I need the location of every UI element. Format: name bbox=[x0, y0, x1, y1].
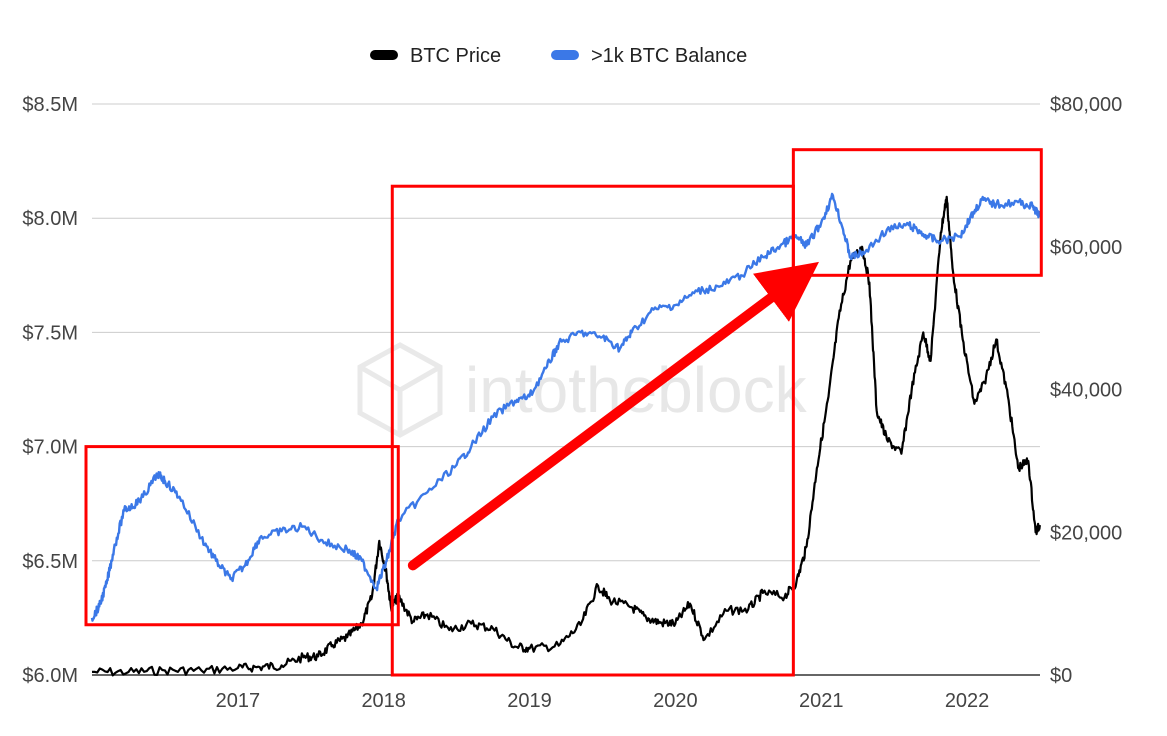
watermark-text: intotheblock bbox=[465, 354, 808, 426]
annotation-layer bbox=[84, 148, 1043, 677]
highlight-box-3 bbox=[791, 148, 1043, 277]
y-right-tick-label: $80,000 bbox=[1050, 94, 1122, 116]
x-tick-label: 2017 bbox=[216, 690, 261, 712]
legend: BTC Price >1k BTC Balance bbox=[370, 45, 747, 67]
y-left-tick-label: $7.5M bbox=[22, 322, 78, 344]
y-left-tick-label: $6.5M bbox=[22, 551, 78, 573]
legend-label-btc-price: BTC Price bbox=[410, 45, 501, 67]
x-tick-label: 2020 bbox=[653, 690, 698, 712]
watermark-logo-icon bbox=[357, 342, 443, 438]
trend-arrow bbox=[407, 261, 820, 571]
y-left-tick-label: $8.0M bbox=[22, 208, 78, 230]
series-line-btc-price bbox=[91, 195, 1042, 677]
x-tick-label: 2019 bbox=[507, 690, 552, 712]
y-right-tick-label: $40,000 bbox=[1050, 380, 1122, 402]
y-left-tick-label: $8.5M bbox=[22, 94, 78, 116]
y-right-tick-label: $60,000 bbox=[1050, 237, 1122, 259]
y-right-tick-label: $20,000 bbox=[1050, 522, 1122, 544]
y-left-tick-label: $7.0M bbox=[22, 437, 78, 459]
legend-label-balance: >1k BTC Balance bbox=[591, 45, 747, 67]
x-axis: 2017 2018 2019 2020 2021 2022 bbox=[216, 690, 990, 712]
y-axis-right: $0 $20,000 $40,000 $60,000 $80,000 bbox=[1050, 94, 1122, 687]
legend-swatch-balance bbox=[551, 50, 579, 60]
y-right-tick-label: $0 bbox=[1050, 665, 1072, 687]
watermark: intotheblock bbox=[357, 342, 808, 438]
x-tick-label: 2021 bbox=[799, 690, 844, 712]
y-left-tick-label: $6.0M bbox=[22, 665, 78, 687]
series-line-balance bbox=[90, 192, 1042, 622]
y-axis-left: $6.0M $6.5M $7.0M $7.5M $8.0M $8.5M bbox=[22, 94, 78, 687]
series-layer bbox=[90, 192, 1042, 677]
highlight-box-1 bbox=[84, 445, 400, 627]
highlight-box-2 bbox=[390, 184, 795, 677]
x-tick-label: 2022 bbox=[945, 690, 990, 712]
legend-swatch-btc-price bbox=[370, 50, 398, 60]
x-tick-label: 2018 bbox=[361, 690, 406, 712]
